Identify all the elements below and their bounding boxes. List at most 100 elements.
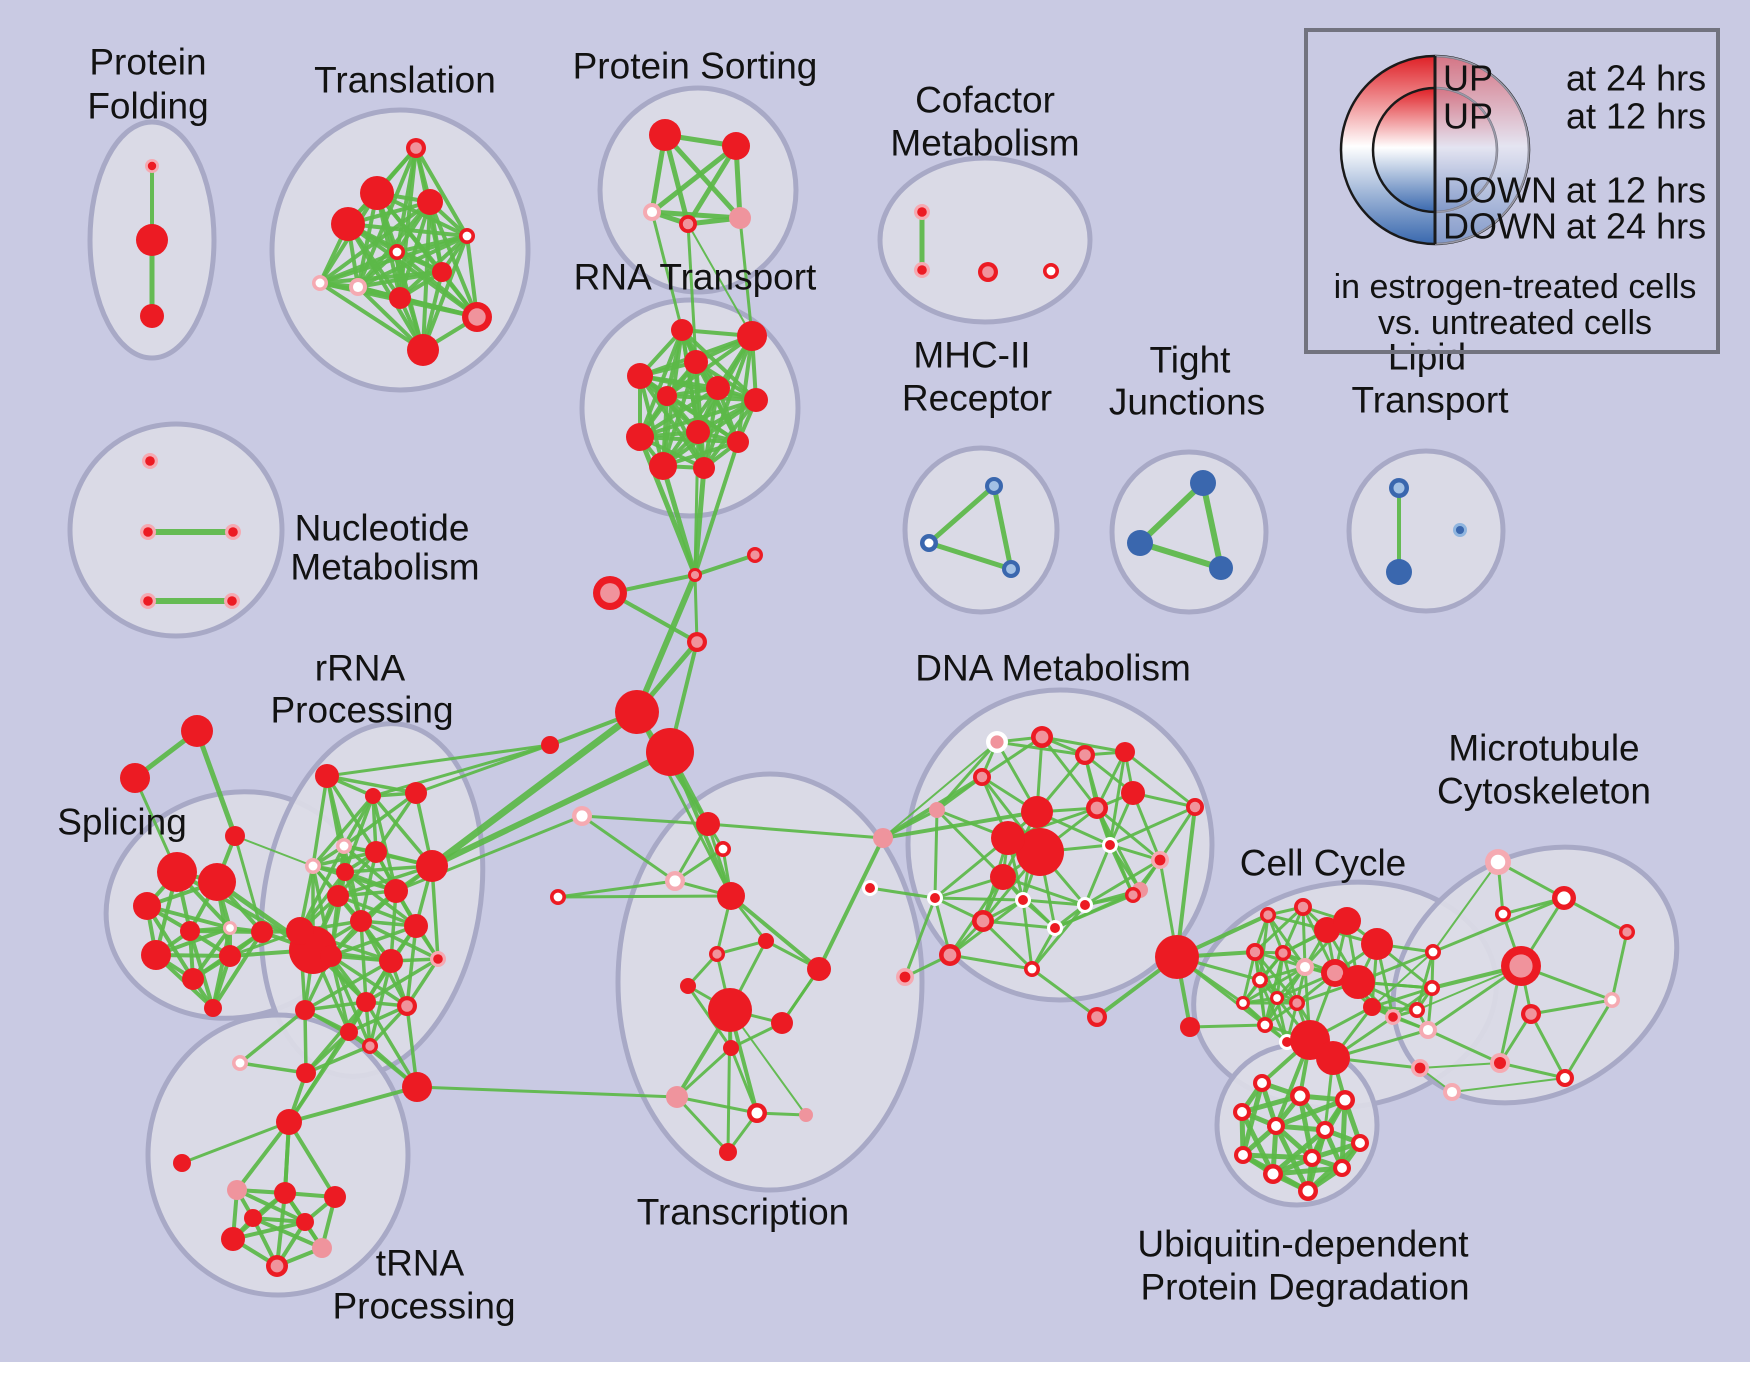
cluster-label-dna-metabolism: DNA Metabolism (915, 648, 1191, 689)
node-r14 (379, 949, 403, 973)
network-edge (882, 741, 998, 839)
cluster-blob-cofactor-metabolism (877, 155, 1093, 325)
node-mh2 (920, 534, 938, 552)
node-rt5 (706, 376, 730, 400)
network-edge (1431, 896, 1566, 954)
node-d11 (990, 864, 1016, 890)
cluster-label-protein-sorting: Protein Sorting (573, 46, 818, 87)
node-tx16 (719, 1143, 737, 1161)
node-ps3 (643, 203, 661, 221)
network-edge (991, 483, 1014, 572)
network-edge (325, 743, 552, 778)
legend-row-word-3: DOWN (1443, 206, 1557, 247)
node-d1 (986, 731, 1008, 753)
node-ps1 (649, 119, 681, 151)
node-d21 (1024, 961, 1040, 977)
node-tx14 (747, 1103, 767, 1123)
legend-inner-ring-faded-outline (1434, 87, 1498, 213)
node-cc0 (1155, 935, 1199, 979)
node-d26 (1151, 851, 1169, 869)
node-tx15 (799, 1108, 813, 1122)
node-tx1 (696, 812, 720, 836)
node-m9 (1556, 1069, 1574, 1087)
node-lp2 (1386, 559, 1412, 585)
cluster-label-cell-cycle: Cell Cycle (1240, 843, 1407, 884)
network-edge (650, 210, 684, 332)
network-edge (414, 743, 552, 795)
network-edge (634, 572, 698, 715)
node-u10 (296, 1213, 314, 1231)
network-edge (287, 1120, 337, 1199)
network-edge (364, 957, 440, 1004)
node-r21 (362, 1038, 378, 1054)
network-edge (638, 328, 684, 439)
network-edge (702, 334, 754, 470)
network-edge (1021, 898, 1087, 907)
network-edge (736, 334, 754, 444)
node-d5 (929, 802, 945, 818)
node-d7 (1086, 797, 1108, 819)
network-edge (903, 896, 937, 979)
node-rt10 (727, 431, 749, 453)
network-edge (1270, 1165, 1345, 1177)
network-edge (1137, 480, 1206, 546)
node-b1 (1411, 1059, 1429, 1077)
network-edge (1123, 750, 1197, 809)
node-ub2 (1290, 1086, 1310, 1106)
network-edge (1301, 905, 1307, 969)
network-edge (329, 954, 409, 1008)
legend-box (1304, 28, 1720, 354)
network-edge (194, 728, 238, 839)
node-u9 (244, 1209, 262, 1227)
legend-row-word-1: UP (1443, 96, 1493, 137)
network-edge (817, 836, 885, 971)
node-d3 (1075, 745, 1095, 765)
legend-row-time-2: at 12 hrs (1566, 170, 1706, 211)
legend-row-word-0: UP (1443, 58, 1493, 99)
network-edge (580, 814, 677, 883)
node-r9 (384, 879, 408, 903)
node-d9 (1016, 828, 1064, 876)
network-edge (660, 463, 698, 578)
node-m3 (1495, 906, 1511, 922)
node-pf3 (140, 304, 164, 328)
node-d2 (1031, 726, 1053, 748)
cluster-label-trna-processing-line2: Processing (332, 1286, 515, 1327)
network-edge (706, 822, 885, 840)
cluster-label-cofactor-metabolism-line2: Metabolism (890, 123, 1079, 164)
cluster-blob-trna-processing (145, 1012, 411, 1298)
network-edge (1001, 875, 1087, 907)
network-edge (1432, 861, 1499, 953)
legend: UP at 24 hrs UP at 12 hrs DOWN at 12 hrs… (1304, 28, 1720, 354)
node-mh3 (1002, 560, 1020, 578)
node-cc2 (1260, 907, 1276, 923)
node-t7 (432, 262, 452, 282)
node-c4 (615, 690, 659, 734)
network-edge (935, 808, 1005, 879)
legend-footer-line-1: in estrogen-treated cells (1334, 268, 1697, 306)
cluster-label-splicing: Splicing (57, 802, 187, 843)
node-t10 (462, 302, 492, 332)
node-r23 (232, 1055, 248, 1071)
network-edge (1451, 1077, 1566, 1093)
network-edge (693, 553, 757, 577)
network-edge (948, 953, 1034, 971)
node-s0a (181, 715, 213, 747)
node-r7 (336, 863, 354, 881)
node-r6 (365, 841, 387, 863)
network-edge (715, 939, 768, 956)
node-u7 (312, 1238, 332, 1258)
node-ub12 (1298, 1181, 1318, 1201)
network-edge (1371, 951, 1434, 1008)
cluster-label-nucleotide-metabolism-line1: Nucleotide (295, 508, 470, 549)
cluster-label-microtubule-cytoskeleton-line1: Microtubule (1448, 728, 1639, 769)
node-rt9 (686, 420, 710, 444)
node-tx3 (665, 871, 685, 891)
cluster-label-translation: Translation (314, 60, 496, 101)
node-cc12 (1252, 972, 1268, 988)
node-tj1 (1190, 470, 1216, 496)
network-edge (1108, 805, 1197, 847)
node-r3 (405, 782, 427, 804)
cluster-label-tight-junctions-line1: Tight (1150, 340, 1232, 381)
network-edge (675, 1095, 759, 1115)
